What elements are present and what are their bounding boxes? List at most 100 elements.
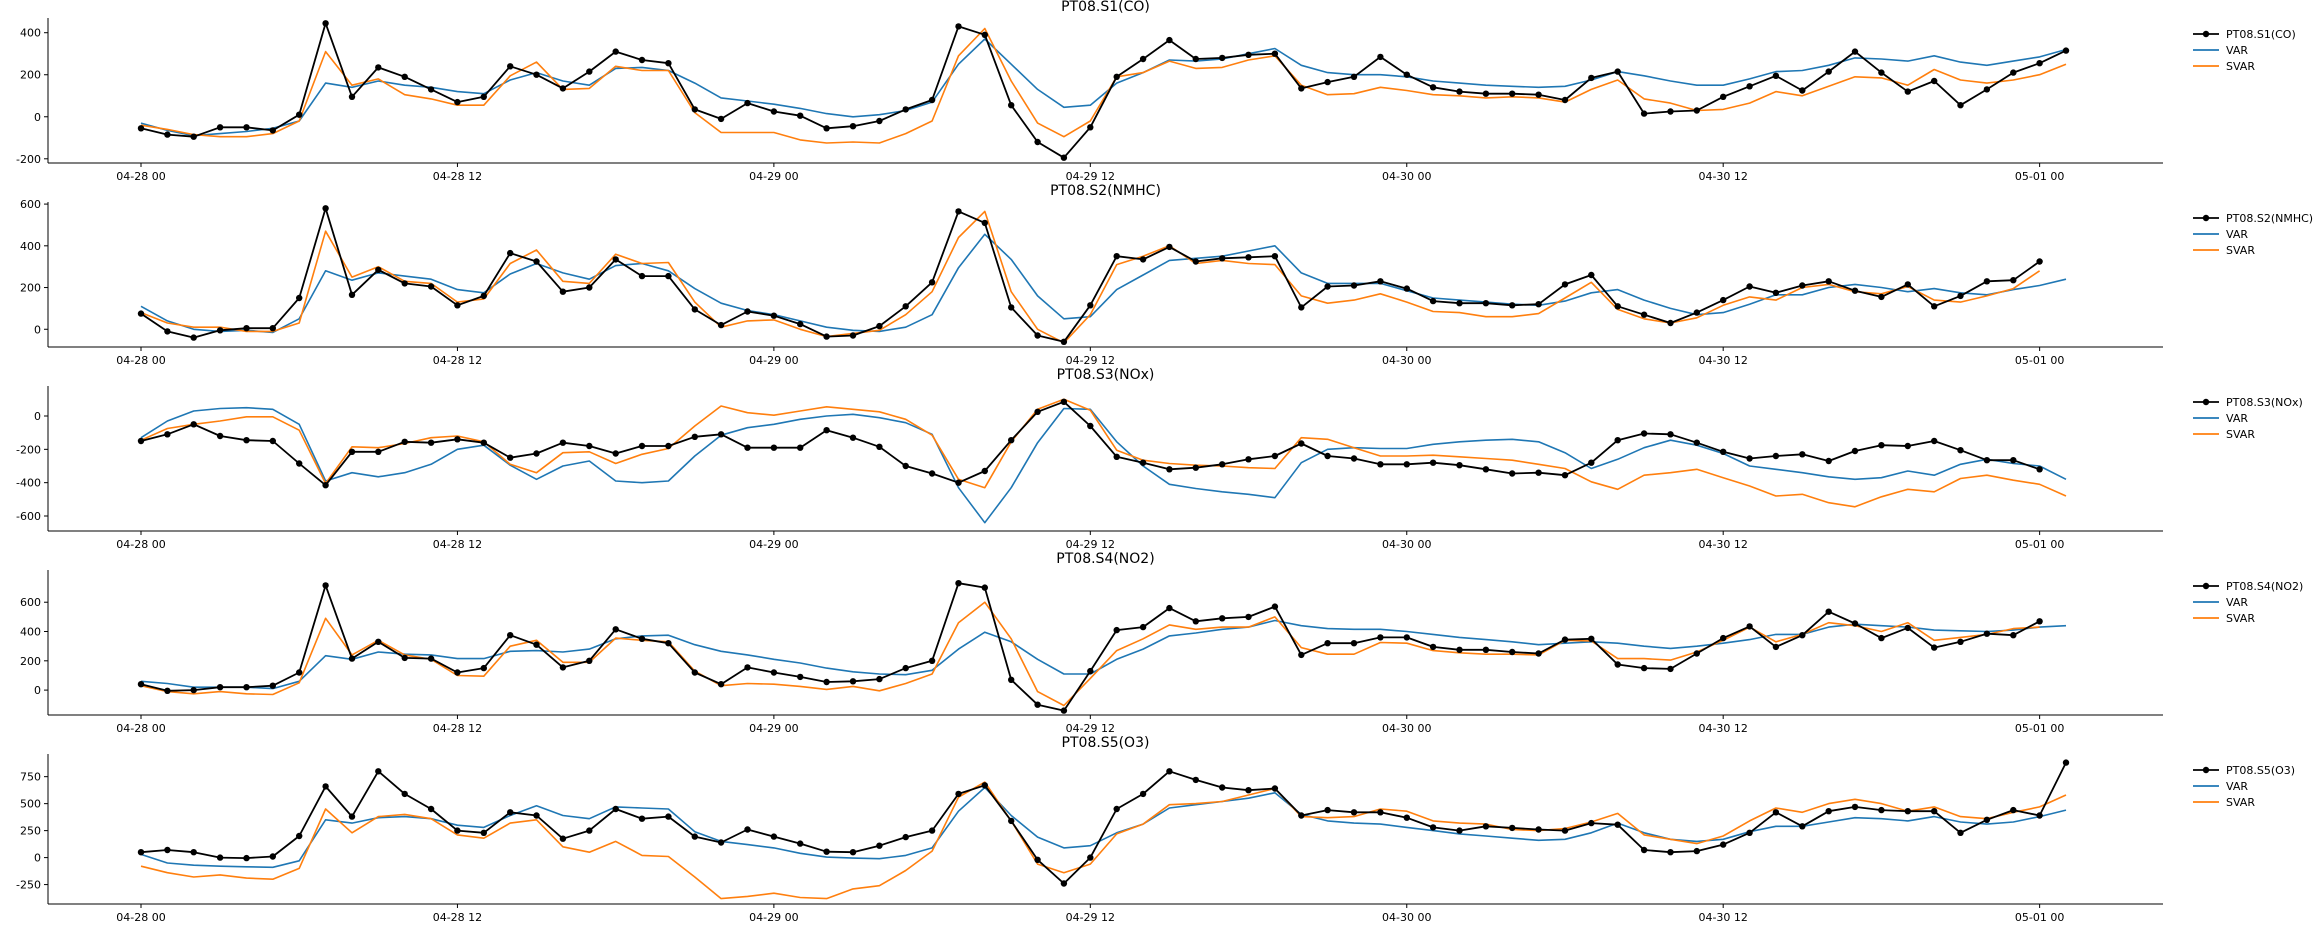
- data-point: [1693, 650, 1701, 657]
- legend-label: PT08.S3(NOx): [2226, 396, 2303, 409]
- data-point: [1008, 304, 1015, 311]
- data-point: [876, 842, 883, 849]
- data-point: [1693, 107, 1701, 114]
- data-point: [1113, 626, 1120, 634]
- data-point: [1350, 455, 1358, 462]
- y-tick-label: 400: [20, 240, 41, 253]
- data-point: [1561, 827, 1569, 834]
- data-point: [322, 783, 329, 790]
- data-point: [744, 99, 751, 107]
- series-line-observed: [140, 22, 2067, 159]
- data-point: [797, 320, 804, 328]
- legend-label: SVAR: [2226, 612, 2255, 625]
- data-point: [1403, 71, 1411, 78]
- data-point: [1192, 258, 1200, 265]
- x-tick-label: 04-29 12: [1066, 538, 1115, 551]
- panel-4: PT08.S4(NO2) 0 200 400 600 04-28 00 04-28 12 04…: [20, 551, 2303, 735]
- data-point: [375, 768, 382, 775]
- legend-label: PT08.S4(NO2): [2226, 580, 2303, 593]
- data-point: [1799, 87, 1806, 94]
- data-point: [137, 681, 145, 688]
- data-point: [1008, 102, 1015, 109]
- data-point: [1350, 640, 1358, 647]
- panel-3: PT08.S3(NOx) -600 -400 -200 0 04-28 00 04-28 1…: [16, 367, 2303, 551]
- data-point: [823, 848, 830, 855]
- data-point: [981, 584, 988, 591]
- data-point: [1931, 303, 1938, 310]
- x-tick-label: 04-30 00: [1382, 354, 1431, 367]
- series-line-svar: [140, 398, 2067, 508]
- data-point: [1350, 73, 1358, 81]
- data-point: [1034, 856, 1041, 863]
- series-line-observed: [140, 762, 2067, 885]
- panel-5: PT08.S5(O3) -250 0 250 500 750 04-28 00 04-28 1…: [16, 735, 2295, 924]
- data-point: [480, 829, 487, 836]
- data-point: [1825, 68, 1832, 75]
- legend-label: SVAR: [2226, 60, 2255, 73]
- data-point: [1245, 787, 1252, 794]
- data-point: [1799, 282, 1806, 289]
- data-point: [849, 678, 857, 685]
- x-tick-label: 04-29 00: [749, 722, 798, 735]
- data-point: [797, 673, 804, 681]
- y-tick-label: 200: [20, 282, 41, 295]
- series-line-observed: [140, 582, 2041, 712]
- data-point: [1772, 289, 1780, 296]
- data-point: [1060, 398, 1068, 405]
- data-point: [348, 813, 356, 820]
- data-point: [1825, 457, 1832, 465]
- legend: PT08.S4(NO2) VAR SVAR: [2193, 580, 2303, 625]
- data-point: [612, 450, 619, 457]
- data-point: [2036, 466, 2043, 473]
- data-point: [717, 839, 725, 846]
- data-point: [1614, 68, 1621, 75]
- y-tick-label: -600: [16, 510, 41, 523]
- x-tick-label: 04-29 00: [749, 354, 798, 367]
- data-point: [612, 48, 619, 55]
- data-point: [533, 71, 540, 78]
- data-point: [665, 813, 672, 820]
- data-point: [1219, 784, 1226, 791]
- data-point: [507, 632, 514, 639]
- data-point: [770, 312, 778, 319]
- data-point: [296, 832, 303, 840]
- data-point: [269, 127, 276, 134]
- series-line-svar: [140, 210, 2041, 344]
- series-line-var: [140, 38, 2067, 137]
- panel-title: PT08.S2(NMHC): [1050, 183, 1161, 199]
- data-point: [2062, 47, 2070, 54]
- data-point: [1614, 821, 1621, 828]
- data-point: [190, 686, 197, 694]
- data-point: [559, 439, 567, 446]
- x-tick-label: 05-01 00: [2015, 354, 2064, 367]
- data-point: [401, 790, 408, 798]
- data-point: [744, 826, 751, 833]
- data-point: [1271, 603, 1279, 610]
- data-point: [454, 669, 461, 676]
- data-point: [1904, 808, 1912, 815]
- data-point: [1429, 84, 1437, 91]
- data-point: [1060, 338, 1068, 345]
- data-point: [876, 322, 883, 330]
- data-point: [586, 827, 593, 834]
- data-point: [1693, 309, 1701, 316]
- data-point: [1957, 638, 1964, 645]
- data-point: [243, 854, 250, 862]
- data-point: [1878, 442, 1885, 449]
- data-point: [1561, 636, 1569, 643]
- y-tick-label: 0: [34, 684, 41, 697]
- x-tick-label: 05-01 00: [2015, 911, 2064, 924]
- data-point: [1324, 452, 1331, 460]
- data-point: [559, 835, 567, 842]
- data-point: [849, 123, 857, 130]
- data-point: [1429, 643, 1437, 651]
- data-point: [427, 655, 435, 662]
- data-point: [955, 479, 962, 486]
- data-point: [1377, 53, 1384, 61]
- data-point: [1245, 613, 1252, 621]
- data-point: [1983, 457, 1991, 464]
- data-point: [243, 437, 250, 444]
- data-point: [1192, 618, 1200, 625]
- data-point: [876, 117, 883, 125]
- data-point: [1772, 643, 1780, 651]
